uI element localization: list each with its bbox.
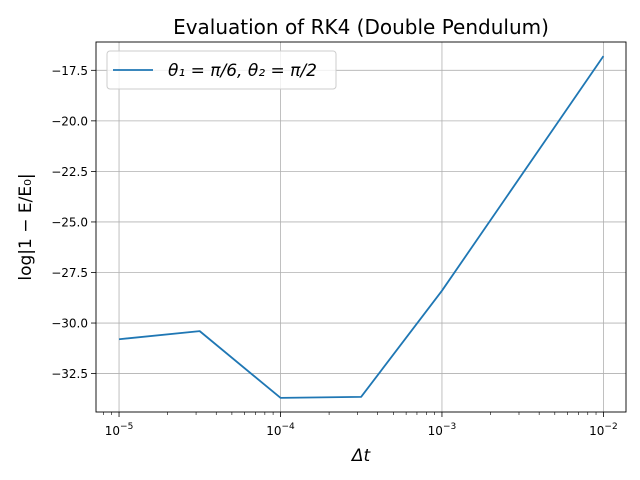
series-line xyxy=(118,55,605,399)
x-tick-label: 10−2 xyxy=(589,422,618,438)
y-axis-ticks: −32.5 −30.0 −27.5 −25.0 −22.5 −20.0 −17.5 xyxy=(51,64,96,381)
y-tick-label: −27.5 xyxy=(51,266,88,280)
x-axis-label: Δt xyxy=(350,446,372,466)
chart-title: Evaluation of RK4 (Double Pendulum) xyxy=(173,15,549,39)
y-tick-label: −17.5 xyxy=(51,64,88,78)
x-tick-label: 10−4 xyxy=(266,422,295,438)
plot-background xyxy=(96,42,626,412)
x-tick-label: 10−3 xyxy=(428,422,457,438)
legend-label: θ₁ = π/6, θ₂ = π/2 xyxy=(168,61,317,81)
y-tick-label: −32.5 xyxy=(51,367,88,381)
legend: θ₁ = π/6, θ₂ = π/2 xyxy=(106,50,337,90)
y-tick-label: −22.5 xyxy=(51,165,88,179)
grid xyxy=(96,42,626,412)
series-layer xyxy=(118,55,605,399)
y-tick-label: −20.0 xyxy=(51,114,88,128)
y-tick-label: −25.0 xyxy=(51,215,88,229)
x-tick-label: 10−5 xyxy=(105,422,134,438)
y-tick-label: −30.0 xyxy=(51,317,88,331)
x-axis-ticks: 10−5 10−4 10−3 10−2 xyxy=(103,412,618,438)
y-axis-label: log|1 − E/E₀| xyxy=(16,173,36,280)
plot-frame xyxy=(95,41,627,413)
legend-box xyxy=(106,50,337,90)
